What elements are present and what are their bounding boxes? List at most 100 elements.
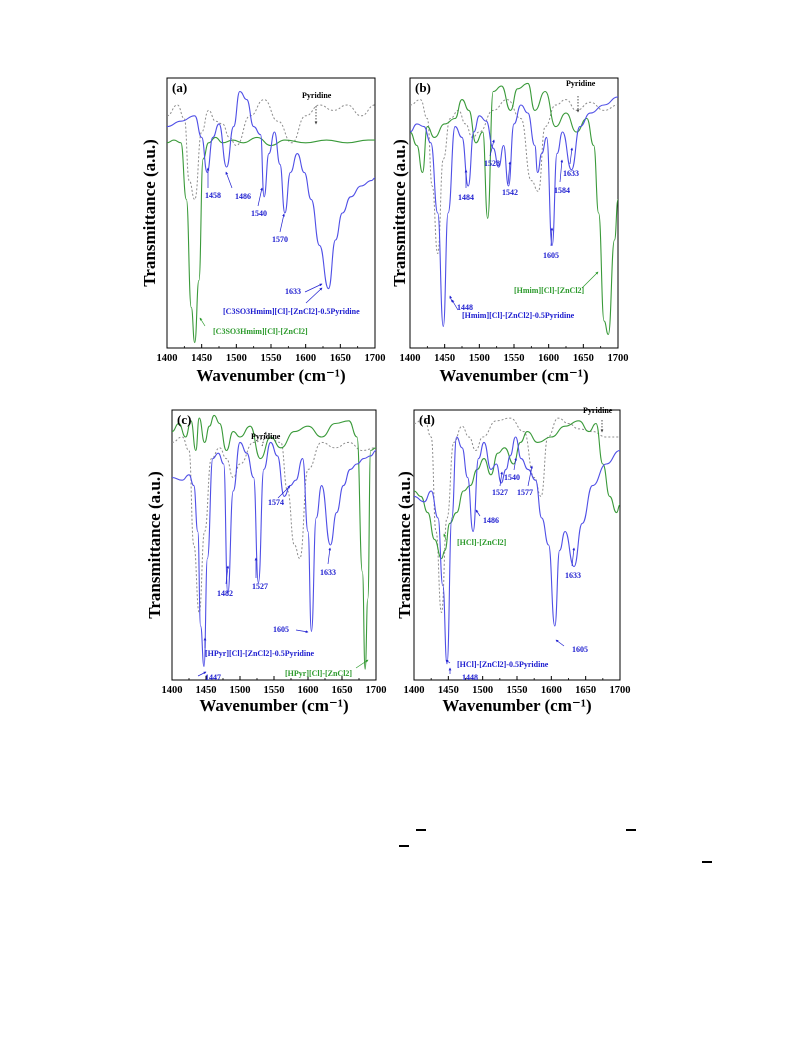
annotation-label: 1605 <box>543 251 559 260</box>
x-tick-label: 1400 <box>404 685 425 696</box>
series-line-blue <box>172 441 376 668</box>
annotation-arrow <box>569 147 574 165</box>
annotation-label: [HCl]-[ZnCl2] <box>457 538 507 547</box>
series-line-green <box>410 82 618 336</box>
panel-label: (c) <box>177 412 191 427</box>
annotation-label: [C3SO3Hmim][Cl]-[ZnCl2] <box>213 327 308 336</box>
annotation-label: 1527 <box>252 582 268 591</box>
x-tick-label: 1450 <box>191 353 212 364</box>
annotation-arrow <box>304 283 323 293</box>
annotation-label: 1448 <box>457 303 473 312</box>
series-line-blue <box>414 436 620 665</box>
series-line-green <box>167 136 375 344</box>
annotation-arrow <box>550 227 554 247</box>
x-tick-label: 1700 <box>366 685 387 696</box>
x-tick-label: 1700 <box>608 353 629 364</box>
annotation-label: [HCl]-[ZnCl2]-0.5Pyridine <box>457 660 549 669</box>
annotation-arrow <box>277 485 291 499</box>
overbar-mark <box>626 829 636 831</box>
series-line-pyridine <box>172 436 376 614</box>
annotation-label: [C3SO3Hmim][Cl]-[ZnCl2]-0.5Pyridine <box>223 307 360 316</box>
annotation-label: 1486 <box>235 192 251 201</box>
annotation-label: Pyridine <box>251 432 281 441</box>
panel-d: 1400 1450 1500 1550 1600 1650 1700 Transmittanc… <box>395 406 631 715</box>
series-line-pyridine <box>167 99 375 201</box>
x-tick-label: 1500 <box>230 685 251 696</box>
annotation-arrow <box>507 161 512 185</box>
x-tick-label: 1550 <box>504 353 525 364</box>
x-tick-label: 1550 <box>261 353 282 364</box>
annotation-arrow <box>475 509 481 517</box>
y-axis-label: Transmittance (a.u.) <box>140 139 159 286</box>
annotation-label: 1447 <box>205 673 221 682</box>
series-line-green <box>172 414 376 670</box>
annotation-label: 1633 <box>563 169 579 178</box>
panel-label: (b) <box>415 80 431 95</box>
x-tick-label: 1550 <box>264 685 285 696</box>
panel-label: (d) <box>419 412 435 427</box>
overbar-mark <box>416 829 426 831</box>
annotation-arrow <box>279 213 285 233</box>
annotation-label: 1574 <box>268 498 284 507</box>
y-axis-label: Transmittance (a.u.) <box>145 471 164 618</box>
x-axis-label: Wavenumber (cm⁻¹) <box>196 366 345 385</box>
annotation-label: 1527 <box>492 488 508 497</box>
y-axis-label: Transmittance (a.u.) <box>395 471 414 618</box>
x-tick-label: 1500 <box>472 685 493 696</box>
series-lines <box>414 417 620 665</box>
annotation-arrow <box>571 547 576 567</box>
x-tick-label: 1450 <box>434 353 455 364</box>
series-line-green <box>414 420 620 560</box>
annotation-label: 1633 <box>285 287 301 296</box>
annotation-arrow <box>225 565 230 585</box>
annotation-arrow <box>355 659 369 669</box>
series-lines <box>410 82 618 336</box>
annotation-label: 1577 <box>517 488 533 497</box>
annotation-arrow <box>225 171 233 189</box>
x-axis-label: Wavenumber (cm⁻¹) <box>199 696 348 715</box>
x-tick-label: 1600 <box>295 353 316 364</box>
x-tick-label: 1400 <box>157 353 178 364</box>
annotation-label: 1528 <box>484 159 500 168</box>
x-tick-label: 1600 <box>538 353 559 364</box>
x-tick-label: 1600 <box>541 685 562 696</box>
annotation-label: 1605 <box>572 645 588 654</box>
annotation-arrow <box>443 533 447 541</box>
annotation-label: [Hmim][Cl]-[ZnCl2]-0.5Pyridine <box>462 311 575 320</box>
annotation-label: 1633 <box>320 568 336 577</box>
x-tick-label: 1650 <box>330 353 351 364</box>
overbar-mark <box>702 861 712 863</box>
x-tick-label: 1650 <box>575 685 596 696</box>
annotation-arrow <box>197 671 207 677</box>
x-tick-label: 1450 <box>196 685 217 696</box>
annotation-arrow <box>261 431 267 447</box>
annotation-label: 1542 <box>502 188 518 197</box>
series-line-pyridine <box>410 99 618 255</box>
series-line-pyridine <box>414 417 620 614</box>
series-lines <box>167 90 375 344</box>
x-tick-label: 1650 <box>332 685 353 696</box>
annotation-label: 1486 <box>483 516 499 525</box>
annotation-arrow <box>327 547 332 565</box>
annotation-arrow <box>305 287 323 304</box>
annotation-arrow <box>513 457 517 471</box>
annotation-arrow <box>581 271 599 289</box>
annotation-label: 1540 <box>251 209 267 218</box>
annotation-label: [HPyr][Cl]-[ZnCl2] <box>285 669 352 678</box>
x-tick-label: 1550 <box>507 685 528 696</box>
annotation-arrow <box>257 187 263 207</box>
annotation-label: 1570 <box>272 235 288 244</box>
annotation-label: 1482 <box>217 589 233 598</box>
annotation-arrow <box>295 629 309 633</box>
annotation-label: Pyridine <box>302 91 332 100</box>
annotation-arrow <box>555 639 565 647</box>
annotation-arrow <box>527 465 533 487</box>
annotation-label: [HPyr][Cl]-[ZnCl2]-0.5Pyridine <box>205 649 315 658</box>
x-tick-label: 1500 <box>469 353 490 364</box>
x-tick-label: 1700 <box>610 685 631 696</box>
annotation-arrow <box>449 295 453 303</box>
annotation-label: 1448 <box>462 673 478 682</box>
series-lines <box>172 414 376 670</box>
series-line-blue <box>167 90 375 290</box>
panel-label: (a) <box>172 80 187 95</box>
